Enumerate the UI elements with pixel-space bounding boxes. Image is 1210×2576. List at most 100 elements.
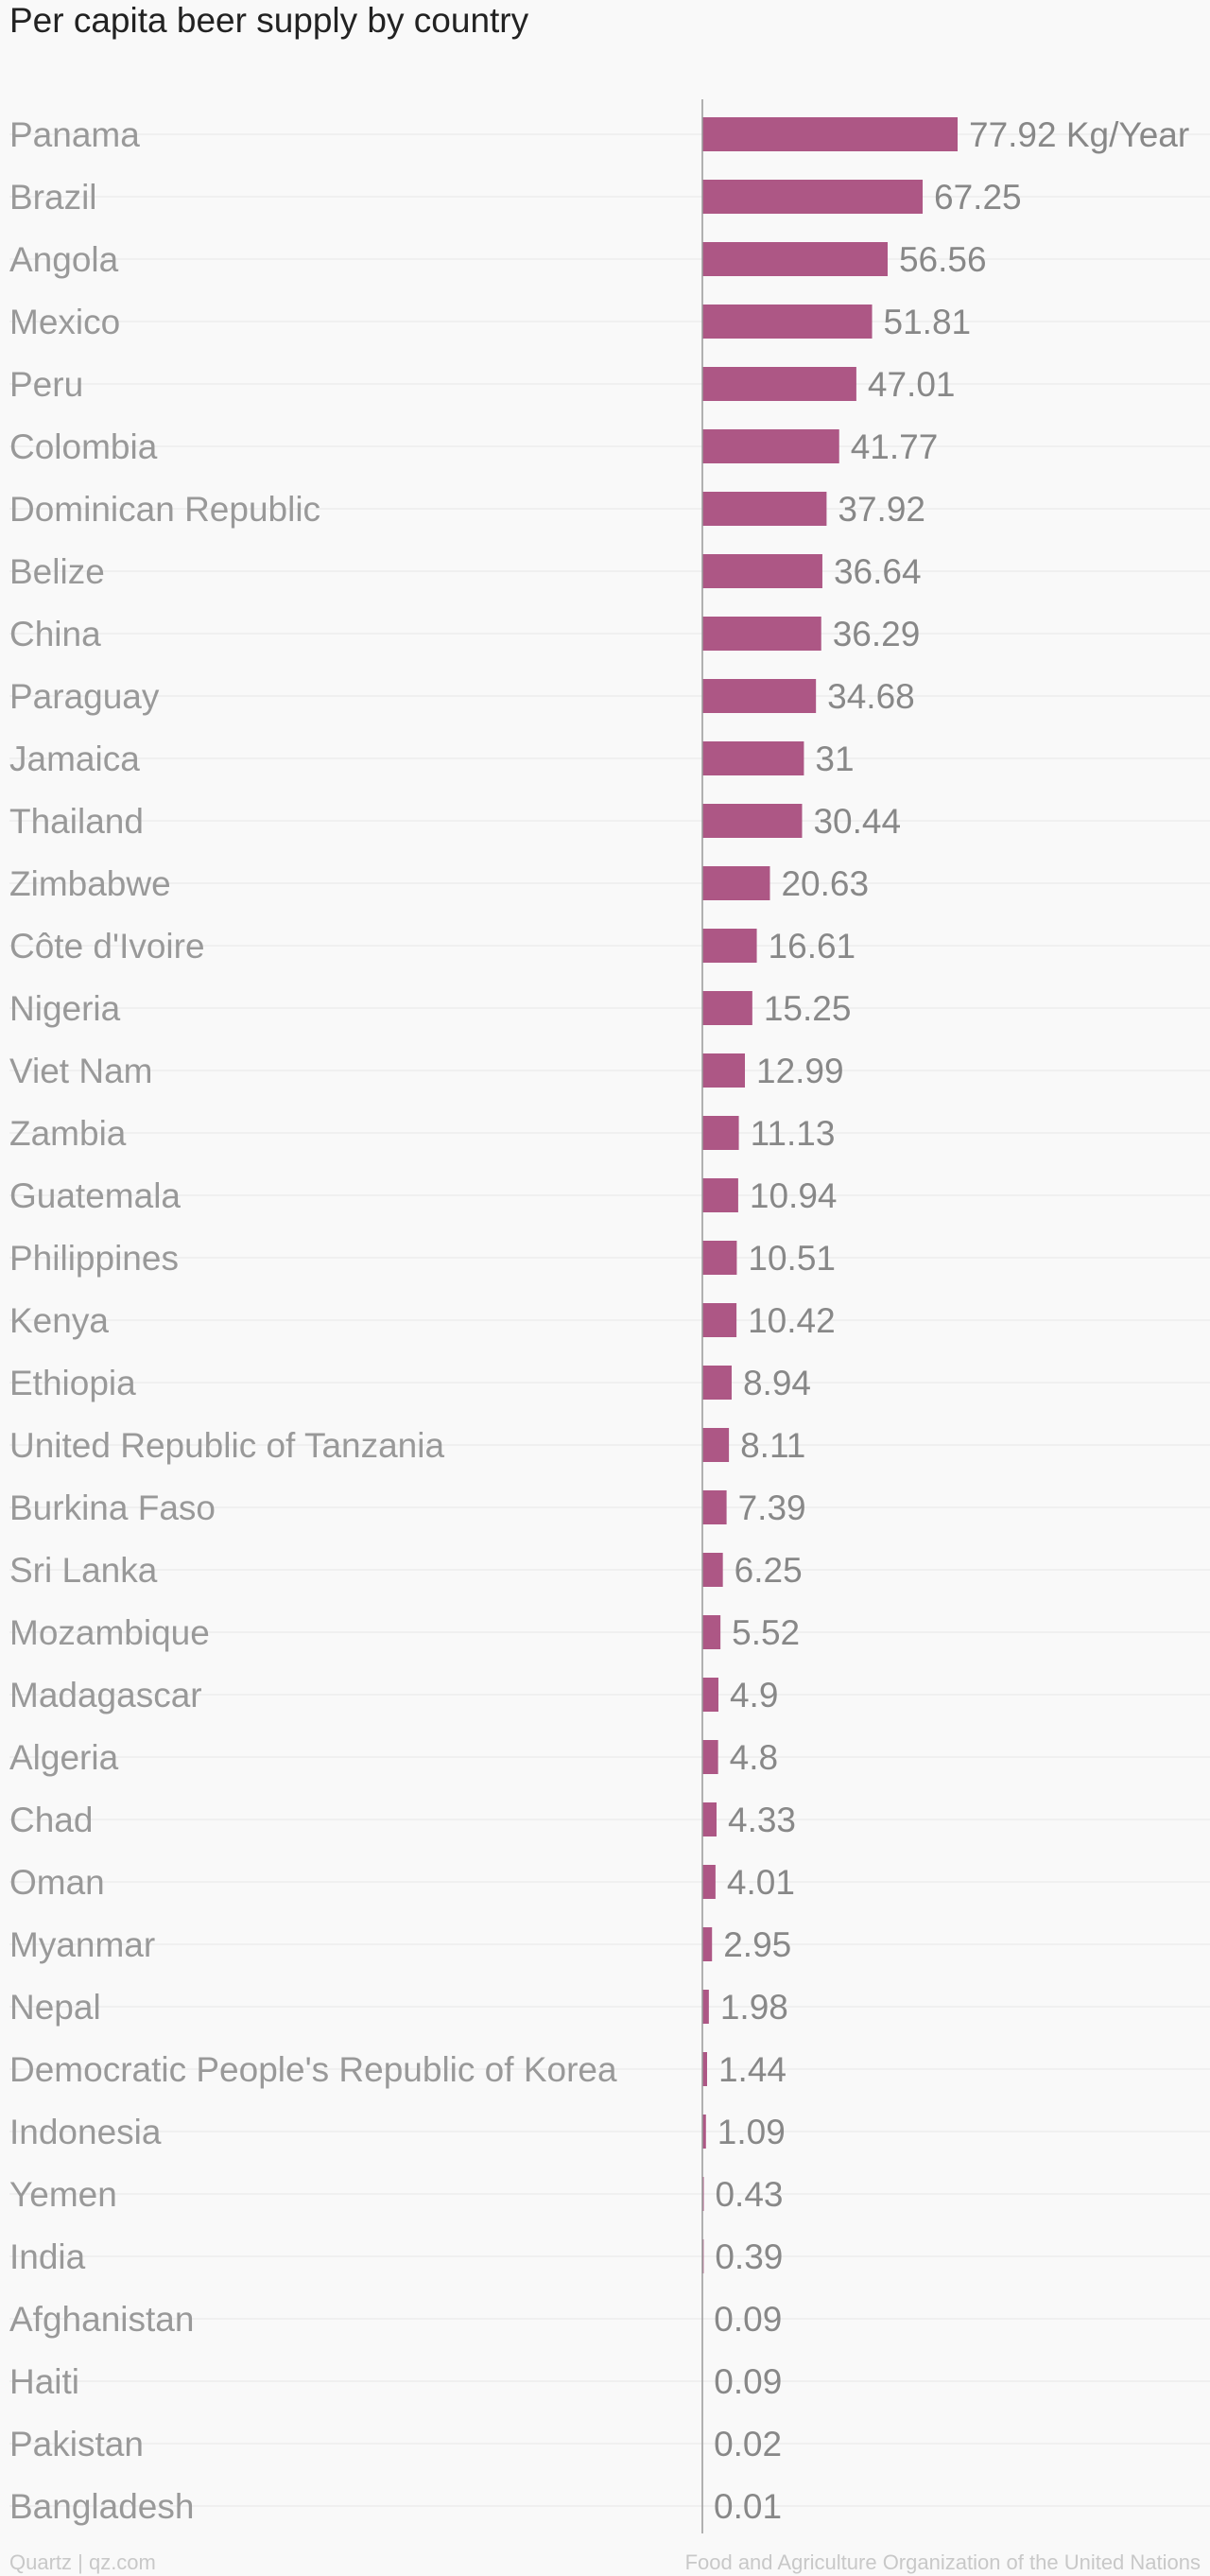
- bar: [702, 1428, 730, 1462]
- value-label: 2.95: [723, 1925, 791, 1964]
- value-label: 10.94: [750, 1176, 838, 1215]
- category-label: Oman: [9, 1863, 105, 1902]
- bar: [702, 741, 804, 775]
- value-label: 15.25: [764, 989, 852, 1028]
- value-label: 20.63: [781, 864, 869, 903]
- bar: [702, 492, 827, 526]
- bar: [702, 429, 839, 463]
- bar: [702, 991, 752, 1025]
- value-label: 8.94: [743, 1364, 811, 1402]
- category-label: Bangladesh: [9, 2487, 194, 2526]
- category-label: Nigeria: [9, 989, 121, 1028]
- category-label: Pakistan: [9, 2425, 144, 2463]
- bar: [702, 1990, 709, 2024]
- category-label: Jamaica: [9, 740, 140, 778]
- bar: [702, 242, 888, 276]
- category-label: Nepal: [9, 1988, 101, 2027]
- bar: [702, 1553, 723, 1587]
- value-label: 8.11: [740, 1426, 805, 1465]
- category-label: Brazil: [9, 178, 97, 217]
- bar: [702, 2115, 706, 2149]
- value-label: 0.09: [714, 2362, 782, 2401]
- bar: [702, 866, 770, 900]
- category-label: Afghanistan: [9, 2300, 194, 2339]
- value-label: 4.9: [730, 1676, 778, 1714]
- bar: [702, 554, 822, 588]
- category-label: Burkina Faso: [9, 1488, 216, 1527]
- value-label: 0.01: [714, 2487, 782, 2526]
- footer-source: Food and Agriculture Organization of the…: [684, 2550, 1201, 2574]
- bar: [702, 1366, 732, 1400]
- category-label: Haiti: [9, 2362, 79, 2401]
- bar: [702, 1053, 746, 1088]
- bar: [702, 117, 958, 151]
- value-label: 1.09: [717, 2113, 786, 2151]
- category-label: United Republic of Tanzania: [9, 1426, 444, 1465]
- category-label: Democratic People's Republic of Korea: [9, 2050, 617, 2089]
- value-label: 36.64: [834, 552, 922, 591]
- category-labels: Panama Brazil Angola Mexico Peru Colombia Domi…: [9, 115, 617, 2526]
- category-label: Viet Nam: [9, 1052, 153, 1090]
- category-label: Mexico: [9, 303, 120, 341]
- footer-credit: Quartz | qz.com: [9, 2550, 156, 2574]
- category-label: Côte d'Ivoire: [9, 927, 205, 966]
- bar: [702, 929, 757, 963]
- value-label: 1.98: [720, 1988, 788, 2027]
- category-label: Zambia: [9, 1114, 127, 1153]
- value-label: 5.52: [732, 1613, 800, 1652]
- category-label: China: [9, 615, 101, 653]
- category-label: Thailand: [9, 802, 144, 841]
- bars: [702, 117, 958, 2523]
- value-label: 0.02: [714, 2425, 782, 2463]
- bar: [702, 1490, 727, 1524]
- bar: [702, 1615, 721, 1649]
- category-label: Panama: [9, 115, 140, 154]
- bar: [702, 180, 924, 214]
- category-label: Sri Lanka: [9, 1551, 158, 1590]
- bar: [702, 1116, 739, 1150]
- chart-title: Per capita beer supply by country: [9, 1, 529, 40]
- category-label: Zimbabwe: [9, 864, 171, 903]
- bar: [702, 367, 856, 401]
- bar: [702, 804, 803, 838]
- bar: [702, 1178, 738, 1212]
- value-label: 11.13: [751, 1114, 836, 1153]
- value-label: 0.43: [715, 2175, 783, 2214]
- value-label: 1.44: [718, 2050, 786, 2089]
- value-label: 12.99: [756, 1052, 844, 1090]
- bar: [702, 1927, 713, 1961]
- category-label: Guatemala: [9, 1176, 181, 1215]
- category-label: Colombia: [9, 427, 158, 466]
- category-label: Paraguay: [9, 677, 160, 716]
- value-label: 10.51: [748, 1239, 836, 1278]
- value-labels: 77.92 Kg/Year 67.25 56.56 51.81 47.01 41.77 37…: [714, 115, 1189, 2526]
- category-label: Chad: [9, 1801, 93, 1839]
- category-label: Philippines: [9, 1239, 179, 1278]
- bar: [702, 1303, 737, 1337]
- value-label: 41.77: [851, 427, 939, 466]
- value-label: 7.39: [738, 1488, 806, 1527]
- value-label: 4.8: [730, 1738, 778, 1777]
- value-label: 6.25: [735, 1551, 803, 1590]
- bar: [702, 617, 821, 651]
- category-label: India: [9, 2237, 86, 2276]
- value-label: 0.09: [714, 2300, 782, 2339]
- value-label: 51.81: [884, 303, 972, 341]
- value-label: 34.68: [827, 677, 915, 716]
- bar: [702, 679, 817, 713]
- category-label: Indonesia: [9, 2113, 162, 2151]
- bar: [702, 305, 873, 339]
- value-label: 16.61: [769, 927, 856, 966]
- category-label: Peru: [9, 365, 83, 404]
- bar: [702, 2052, 707, 2086]
- value-label: 4.33: [728, 1801, 796, 1839]
- category-label: Madagascar: [9, 1676, 202, 1714]
- value-label: 30.44: [813, 802, 901, 841]
- value-label: 31: [815, 740, 854, 778]
- category-label: Ethiopia: [9, 1364, 136, 1402]
- category-label: Belize: [9, 552, 105, 591]
- value-label: 10.42: [748, 1301, 836, 1340]
- gridlines: [9, 133, 1210, 2507]
- category-label: Dominican Republic: [9, 490, 320, 529]
